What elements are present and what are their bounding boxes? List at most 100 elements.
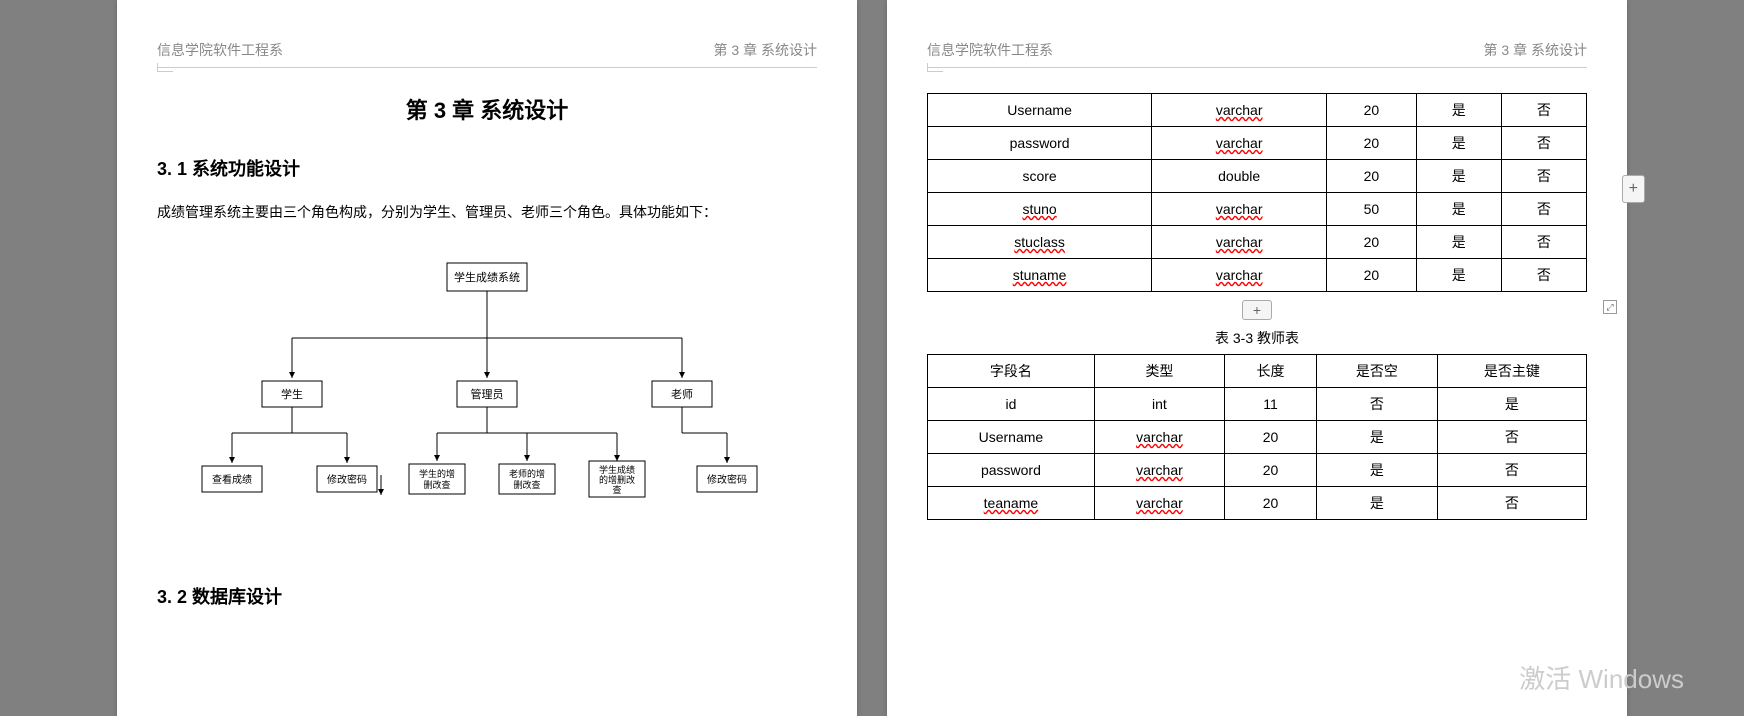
table-cell: int bbox=[1094, 388, 1224, 421]
table-cell: varchar bbox=[1094, 454, 1224, 487]
table-cell: 20 bbox=[1327, 259, 1417, 292]
svg-text:学生的增: 学生的增 bbox=[419, 468, 455, 479]
table-cell: 否 bbox=[1437, 487, 1586, 520]
resize-handle-icon[interactable]: ⤢ bbox=[1603, 300, 1617, 314]
side-add-button[interactable]: + bbox=[1622, 175, 1645, 203]
node-view-score: 查看成绩 bbox=[212, 473, 252, 486]
table-cell: varchar bbox=[1152, 259, 1327, 292]
add-row-button[interactable]: + bbox=[1242, 300, 1272, 320]
table-row: stunamevarchar20是否 bbox=[928, 259, 1587, 292]
node-change-pwd-1: 修改密码 bbox=[327, 473, 367, 486]
table-header-cell: 是否空 bbox=[1317, 355, 1438, 388]
table-cell: 否 bbox=[1501, 259, 1586, 292]
table-cell: 20 bbox=[1327, 160, 1417, 193]
table-row: passwordvarchar20是否 bbox=[928, 454, 1587, 487]
node-admin: 管理员 bbox=[471, 387, 504, 401]
table-cell: 否 bbox=[1317, 388, 1438, 421]
header-right: 第 3 章 系统设计 bbox=[714, 40, 817, 60]
svg-text:删改查: 删改查 bbox=[423, 479, 450, 490]
table-cell: teaname bbox=[928, 487, 1095, 520]
table-header-cell: 字段名 bbox=[928, 355, 1095, 388]
table-cell: password bbox=[928, 127, 1152, 160]
page-header-2: 信息学院软件工程系 第 3 章 系统设计 bbox=[927, 40, 1587, 68]
table-1: Usernamevarchar20是否passwordvarchar20是否sc… bbox=[927, 93, 1587, 292]
flowchart-diagram: 学生成绩系统 学生 管理员 老师 bbox=[157, 253, 817, 523]
table-row: stunovarchar50是否 bbox=[928, 193, 1587, 226]
svg-text:的增删改: 的增删改 bbox=[599, 474, 635, 485]
table-cell: 20 bbox=[1327, 226, 1417, 259]
table-cell: stuname bbox=[928, 259, 1152, 292]
table-cell: 是 bbox=[1416, 127, 1501, 160]
section-1-title: 3. 1 系统功能设计 bbox=[157, 155, 817, 181]
table-cell: 是 bbox=[1416, 193, 1501, 226]
table-cell: 否 bbox=[1501, 94, 1586, 127]
table-cell: 20 bbox=[1225, 487, 1317, 520]
node-student: 学生 bbox=[281, 387, 303, 401]
table-row: Usernamevarchar20是否 bbox=[928, 421, 1587, 454]
table-row: Usernamevarchar20是否 bbox=[928, 94, 1587, 127]
table-cell: 否 bbox=[1437, 454, 1586, 487]
table-cell: 是 bbox=[1317, 487, 1438, 520]
table-cell: double bbox=[1152, 160, 1327, 193]
table-row: scoredouble20是否 bbox=[928, 160, 1587, 193]
table-cell: stuno bbox=[928, 193, 1152, 226]
table-cell: varchar bbox=[1152, 94, 1327, 127]
section-1-body: 成绩管理系统主要由三个角色构成，分别为学生、管理员、老师三个角色。具体功能如下： bbox=[157, 201, 817, 223]
page-right: 信息学院软件工程系 第 3 章 系统设计 + ⤢ Usernamevarchar… bbox=[887, 0, 1627, 716]
table-cell: 20 bbox=[1327, 127, 1417, 160]
page-header: 信息学院软件工程系 第 3 章 系统设计 bbox=[157, 40, 817, 68]
windows-watermark: 激活 Windows bbox=[1519, 659, 1684, 696]
table-cell: varchar bbox=[1094, 421, 1224, 454]
table-cell: 是 bbox=[1317, 421, 1438, 454]
section-2-title: 3. 2 数据库设计 bbox=[157, 583, 817, 609]
node-teacher: 老师 bbox=[671, 388, 693, 401]
node-root: 学生成绩系统 bbox=[454, 270, 520, 284]
table-cell: 是 bbox=[1317, 454, 1438, 487]
table-cell: varchar bbox=[1152, 193, 1327, 226]
table-cell: Username bbox=[928, 421, 1095, 454]
table-cell: 否 bbox=[1501, 193, 1586, 226]
table-header-cell: 长度 bbox=[1225, 355, 1317, 388]
table-cell: password bbox=[928, 454, 1095, 487]
table-cell: 否 bbox=[1501, 160, 1586, 193]
table-row: passwordvarchar20是否 bbox=[928, 127, 1587, 160]
header-left: 信息学院软件工程系 bbox=[157, 40, 283, 60]
svg-text:查: 查 bbox=[612, 484, 621, 495]
table-cell: 11 bbox=[1225, 388, 1317, 421]
table-cell: 20 bbox=[1225, 421, 1317, 454]
flowchart-svg: 学生成绩系统 学生 管理员 老师 bbox=[177, 253, 797, 523]
chapter-title: 第 3 章 系统设计 bbox=[157, 93, 817, 125]
table-cell: varchar bbox=[1152, 127, 1327, 160]
table-header-cell: 类型 bbox=[1094, 355, 1224, 388]
table-cell: 是 bbox=[1416, 259, 1501, 292]
table-2: 字段名类型长度是否空是否主键idint11否是Usernamevarchar20… bbox=[927, 354, 1587, 520]
table-cell: 20 bbox=[1225, 454, 1317, 487]
table-cell: 50 bbox=[1327, 193, 1417, 226]
table-header-cell: 是否主键 bbox=[1437, 355, 1586, 388]
table-cell: 20 bbox=[1327, 94, 1417, 127]
table-row: teanamevarchar20是否 bbox=[928, 487, 1587, 520]
table-cell: id bbox=[928, 388, 1095, 421]
table-cell: 否 bbox=[1501, 226, 1586, 259]
table-row: idint11否是 bbox=[928, 388, 1587, 421]
table-cell: 是 bbox=[1437, 388, 1586, 421]
page-left: 信息学院软件工程系 第 3 章 系统设计 第 3 章 系统设计 3. 1 系统功… bbox=[117, 0, 857, 716]
svg-text:删改查: 删改查 bbox=[513, 479, 540, 490]
table-cell: 否 bbox=[1501, 127, 1586, 160]
header-right-2: 第 3 章 系统设计 bbox=[1484, 40, 1587, 60]
table-cell: 否 bbox=[1437, 421, 1586, 454]
svg-text:学生成绩: 学生成绩 bbox=[599, 464, 635, 475]
svg-text:老师的增: 老师的增 bbox=[509, 468, 545, 479]
add-row-area: + bbox=[927, 300, 1587, 320]
table-cell: varchar bbox=[1152, 226, 1327, 259]
table-cell: 是 bbox=[1416, 94, 1501, 127]
node-change-pwd-2: 修改密码 bbox=[707, 473, 747, 486]
table-cell: stuclass bbox=[928, 226, 1152, 259]
table-cell: 是 bbox=[1416, 226, 1501, 259]
table-cell: varchar bbox=[1094, 487, 1224, 520]
table-cell: 是 bbox=[1416, 160, 1501, 193]
table-2-caption: 表 3-3 教师表 bbox=[927, 328, 1587, 348]
table-header-row: 字段名类型长度是否空是否主键 bbox=[928, 355, 1587, 388]
table-row: stuclassvarchar20是否 bbox=[928, 226, 1587, 259]
header-left-2: 信息学院软件工程系 bbox=[927, 40, 1053, 60]
